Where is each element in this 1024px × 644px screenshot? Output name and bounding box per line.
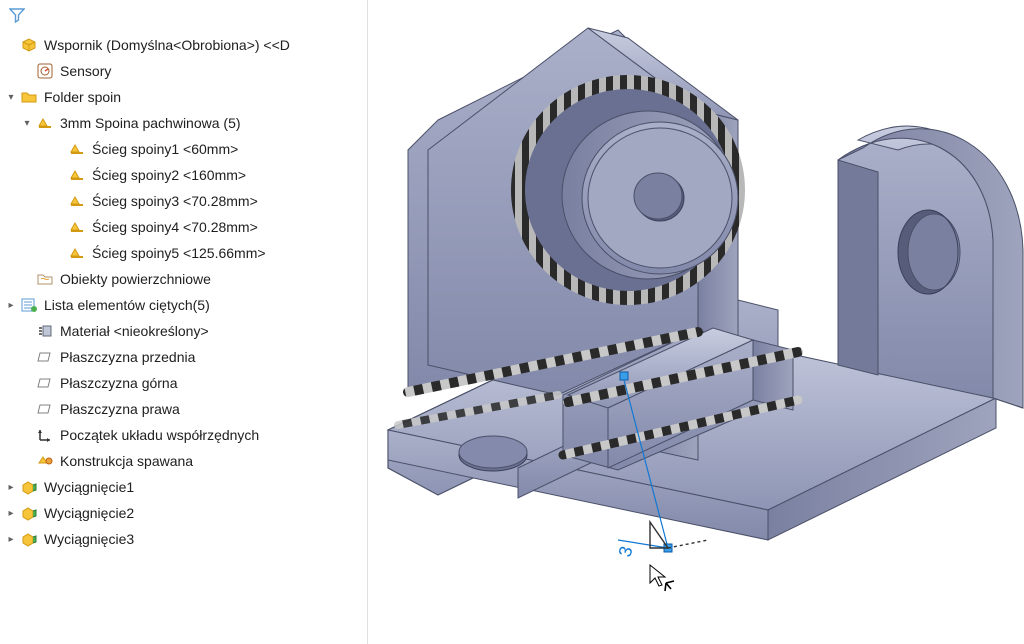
tree-item-plane-right[interactable]: ▸ Płaszczyzna prawa — [0, 396, 367, 422]
tree-item-label: Początek układu współrzędnych — [60, 427, 259, 443]
part-icon — [20, 36, 38, 54]
surface-folder-icon — [36, 270, 54, 288]
origin-icon — [36, 426, 54, 444]
weld-bead-icon — [68, 166, 86, 184]
tree-item-origin[interactable]: ▸ Początek układu współrzędnych — [0, 422, 367, 448]
weld-bead-icon — [36, 114, 54, 132]
feature-tree-panel: ▸ Wspornik (Domyślna<Obrobiona>) <<D ▸ S… — [0, 0, 368, 644]
tree-item-cutlist[interactable]: ▸ Lista elementów ciętych(5) — [0, 292, 367, 318]
funnel-icon[interactable] — [8, 6, 26, 24]
tree-item-label: Wyciągnięcie2 — [44, 505, 134, 521]
extrude-icon — [20, 478, 38, 496]
tree-item-extrude2[interactable]: ▸ Wyciągnięcie2 — [0, 500, 367, 526]
weld-bead-icon — [68, 140, 86, 158]
folder-icon — [20, 88, 38, 106]
selection-handle[interactable] — [620, 372, 628, 380]
tree-root[interactable]: ▸ Wspornik (Domyślna<Obrobiona>) <<D — [0, 32, 367, 58]
filter-row — [0, 4, 367, 32]
tree-item-material[interactable]: ▸ Materiał <nieokreślony> — [0, 318, 367, 344]
tree-item-label: Ścieg spoiny3 <70.28mm> — [92, 193, 258, 209]
tree-item-label: Płaszczyzna przednia — [60, 349, 195, 365]
tree-item-label: Ścieg spoiny1 <60mm> — [92, 141, 238, 157]
tree-item-extrude3[interactable]: ▸ Wyciągnięcie3 — [0, 526, 367, 552]
tree-item-label: Płaszczyzna prawa — [60, 401, 180, 417]
plane-icon — [36, 400, 54, 418]
tree-root-label: Wspornik (Domyślna<Obrobiona>) <<D — [44, 37, 290, 53]
tree-item-label: Wyciągnięcie1 — [44, 479, 134, 495]
weldment-icon — [36, 452, 54, 470]
expander-icon[interactable]: ▾ — [4, 90, 18, 104]
tree-item-sensory[interactable]: ▸ Sensory — [0, 58, 367, 84]
expander-icon[interactable]: ▸ — [4, 506, 18, 520]
expander-icon[interactable]: ▸ — [4, 298, 18, 312]
tree-item-spoina-group[interactable]: ▾ 3mm Spoina pachwinowa (5) — [0, 110, 367, 136]
expander-icon[interactable]: ▸ — [4, 480, 18, 494]
tree-item-label: Płaszczyzna górna — [60, 375, 178, 391]
cursor-icon — [650, 565, 674, 591]
tree-item-label: Sensory — [60, 63, 111, 79]
sensor-icon — [36, 62, 54, 80]
model-rendering: 3 — [368, 0, 1024, 644]
tree-item-label: Ścieg spoiny2 <160mm> — [92, 167, 246, 183]
tree-item-label: Folder spoin — [44, 89, 121, 105]
tree-item-folder-spoin[interactable]: ▾ Folder spoin — [0, 84, 367, 110]
expander-icon[interactable]: ▾ — [20, 116, 34, 130]
weld-bead-icon — [68, 218, 86, 236]
tree-item-scieg[interactable]: Ścieg spoiny3 <70.28mm> — [0, 188, 367, 214]
tree-item-label: Ścieg spoiny4 <70.28mm> — [92, 219, 258, 235]
weld-bead-icon — [68, 192, 86, 210]
tree-item-label: 3mm Spoina pachwinowa (5) — [60, 115, 241, 131]
tree-item-scieg[interactable]: Ścieg spoiny1 <60mm> — [0, 136, 367, 162]
tree-item-plane-front[interactable]: ▸ Płaszczyzna przednia — [0, 344, 367, 370]
tree-item-scieg[interactable]: Ścieg spoiny4 <70.28mm> — [0, 214, 367, 240]
tree-item-label: Wyciągnięcie3 — [44, 531, 134, 547]
tree-item-surface-bodies[interactable]: ▸ Obiekty powierzchniowe — [0, 266, 367, 292]
plane-icon — [36, 374, 54, 392]
extrude-icon — [20, 504, 38, 522]
weld-size-callout: 3 — [615, 544, 637, 559]
tree-item-label: Materiał <nieokreślony> — [60, 323, 209, 339]
tree-item-label: Obiekty powierzchniowe — [60, 271, 211, 287]
tree-item-label: Ścieg spoiny5 <125.66mm> — [92, 245, 266, 261]
weld-bead-icon — [68, 244, 86, 262]
plane-icon — [36, 348, 54, 366]
tree-item-extrude1[interactable]: ▸ Wyciągnięcie1 — [0, 474, 367, 500]
graphics-viewport[interactable]: 3 — [368, 0, 1024, 644]
expander-icon[interactable]: ▸ — [4, 532, 18, 546]
material-icon — [36, 322, 54, 340]
tree-item-scieg[interactable]: Ścieg spoiny5 <125.66mm> — [0, 240, 367, 266]
tree-item-weldment[interactable]: ▸ Konstrukcja spawana — [0, 448, 367, 474]
tree-item-label: Konstrukcja spawana — [60, 453, 193, 469]
tree-item-label: Lista elementów ciętych(5) — [44, 297, 210, 313]
tree-item-scieg[interactable]: Ścieg spoiny2 <160mm> — [0, 162, 367, 188]
feature-tree: ▸ Wspornik (Domyślna<Obrobiona>) <<D ▸ S… — [0, 32, 367, 552]
cutlist-icon — [20, 296, 38, 314]
tree-item-plane-top[interactable]: ▸ Płaszczyzna górna — [0, 370, 367, 396]
extrude-icon — [20, 530, 38, 548]
